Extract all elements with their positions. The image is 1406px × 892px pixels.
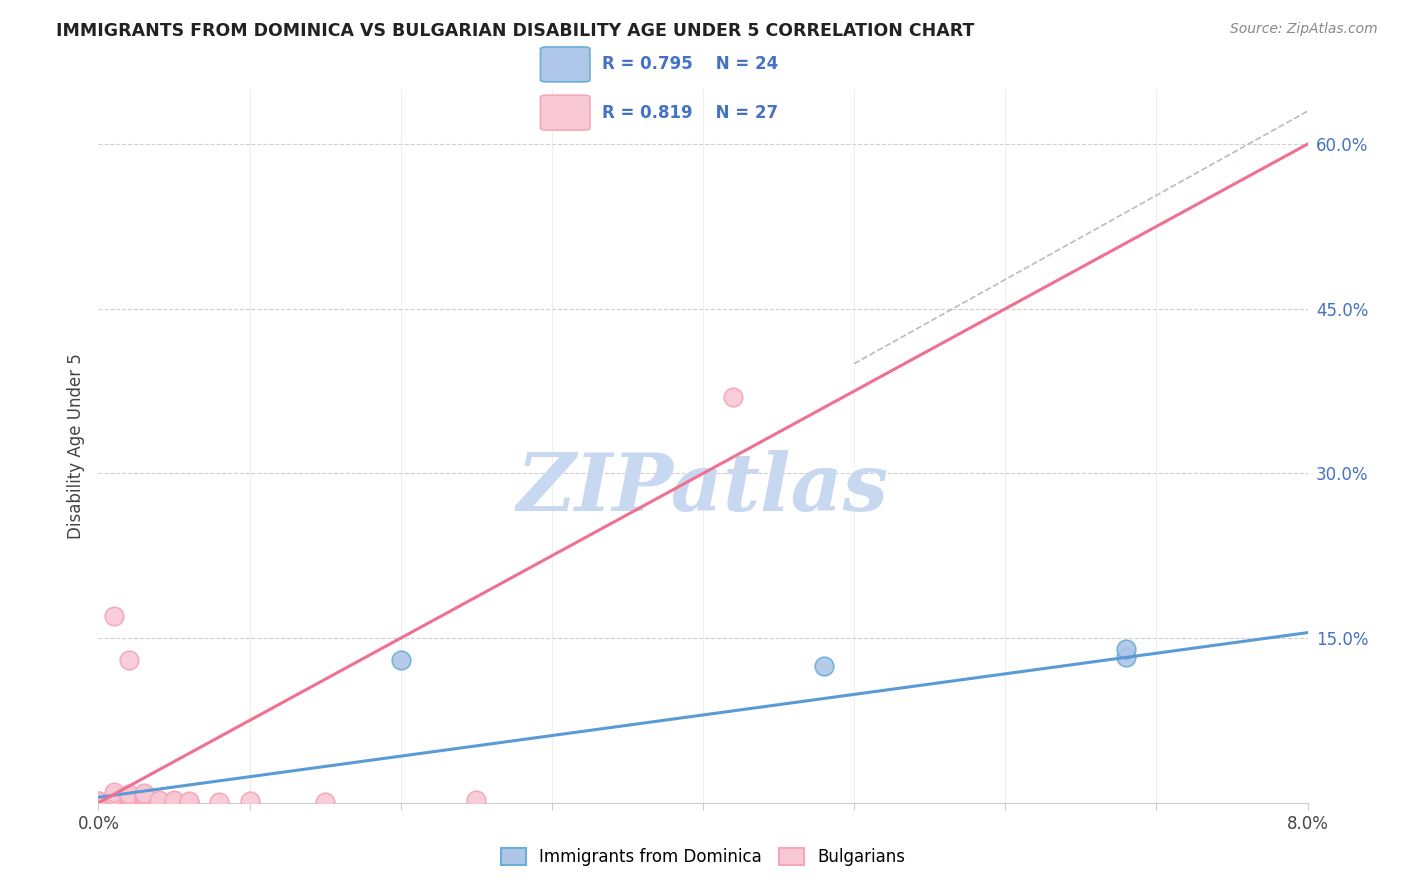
Y-axis label: Disability Age Under 5: Disability Age Under 5 [66,353,84,539]
Point [813,658,835,673]
Point [103,788,125,802]
Point [103,794,125,808]
Point [314,795,336,809]
Point [148,792,170,806]
Point [103,795,125,809]
Text: ZIPatlas: ZIPatlas [517,450,889,527]
Point [118,791,141,805]
Point [118,795,141,809]
Text: IMMIGRANTS FROM DOMINICA VS BULGARIAN DISABILITY AGE UNDER 5 CORRELATION CHART: IMMIGRANTS FROM DOMINICA VS BULGARIAN DI… [56,22,974,40]
Point [103,785,125,799]
Text: Source: ZipAtlas.com: Source: ZipAtlas.com [1230,22,1378,37]
Point [163,792,186,806]
Point [118,792,141,806]
Point [132,788,155,802]
Point [103,609,125,624]
Point [118,794,141,808]
Point [87,794,110,808]
Point [148,794,170,808]
Text: R = 0.795    N = 24: R = 0.795 N = 24 [602,55,779,73]
Point [103,790,125,805]
Point [723,390,745,404]
Point [103,792,125,806]
Point [118,789,141,804]
Point [118,790,141,805]
Text: R = 0.819    N = 27: R = 0.819 N = 27 [602,103,779,121]
Point [132,789,155,804]
Point [118,787,141,801]
Point [389,653,412,667]
Point [103,792,125,806]
Point [118,791,141,805]
Point [87,796,110,810]
Point [163,795,186,809]
Point [148,794,170,808]
Point [132,792,155,806]
Point [132,791,155,805]
Point [239,794,262,808]
Point [118,794,141,808]
Point [103,790,125,805]
FancyBboxPatch shape [540,47,591,82]
Point [465,792,488,806]
Point [132,794,155,808]
Point [103,788,125,802]
Point [132,795,155,809]
Point [163,795,186,809]
Point [1115,649,1137,664]
Point [148,795,170,809]
Point [208,795,231,809]
Point [118,653,141,667]
Point [118,789,141,804]
Point [132,792,155,806]
Point [179,794,201,808]
Point [87,794,110,808]
Point [103,791,125,805]
Point [132,786,155,800]
FancyBboxPatch shape [540,95,591,130]
Point [1115,642,1137,657]
Legend: Immigrants from Dominica, Bulgarians: Immigrants from Dominica, Bulgarians [495,841,911,873]
Point [179,795,201,809]
